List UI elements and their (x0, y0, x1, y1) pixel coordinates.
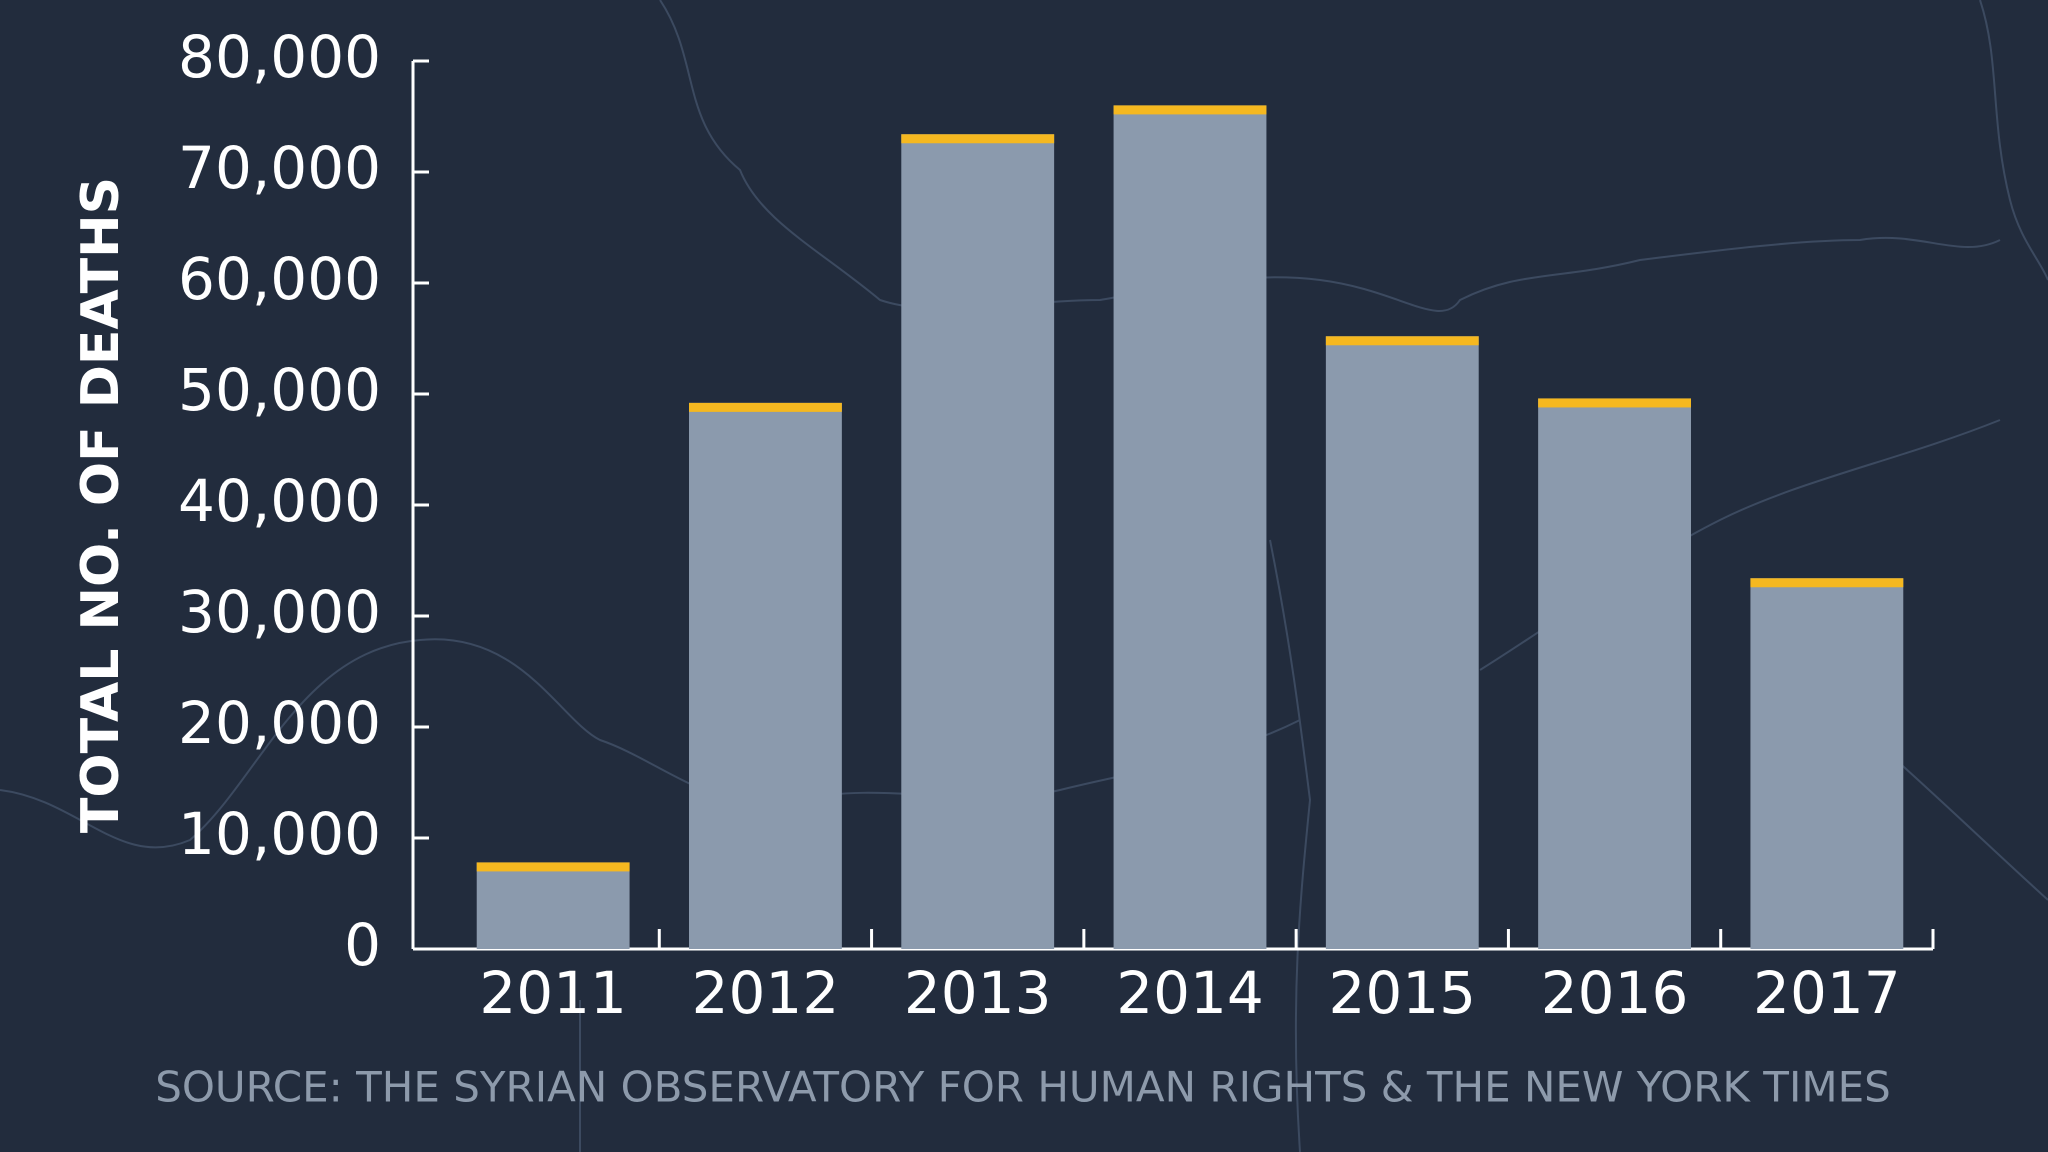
bar-cap (1113, 105, 1267, 115)
x-tick-label: 2014 (1116, 959, 1264, 1027)
bar-cap (1325, 336, 1479, 346)
y-tick-label: 50,000 (178, 356, 381, 424)
bar (689, 402, 842, 949)
bar (1325, 336, 1479, 949)
y-tick-label: 40,000 (178, 467, 381, 535)
x-tick-label: 2011 (479, 959, 627, 1027)
y-tick-label: 80,000 (178, 23, 381, 91)
y-tick-label: 70,000 (178, 134, 381, 202)
x-tick-label: 2012 (692, 959, 840, 1027)
y-tick-label: 0 (344, 911, 381, 979)
bar (1538, 398, 1691, 949)
y-axis-title: TOTAL NO. OF DEATHS (71, 177, 131, 833)
bar-cap (689, 402, 842, 412)
bar-cap (1538, 398, 1691, 408)
bar (476, 862, 630, 949)
bar-cap (476, 862, 630, 872)
y-tick-label: 10,000 (178, 800, 381, 868)
y-tick-label: 60,000 (178, 245, 381, 313)
bar (901, 134, 1055, 949)
x-tick-label: 2016 (1541, 959, 1689, 1027)
x-tick-label: 2017 (1753, 959, 1901, 1027)
source-note: SOURCE: THE SYRIAN OBSERVATORY FOR HUMAN… (155, 1063, 1891, 1112)
bar-cap (1750, 578, 1904, 588)
x-tick-label: 2013 (904, 959, 1052, 1027)
bar (1750, 578, 1904, 949)
y-tick-label: 20,000 (178, 689, 381, 757)
y-tick-label: 30,000 (178, 578, 381, 646)
bar (1113, 105, 1267, 949)
bar-cap (901, 134, 1055, 144)
x-tick-label: 2015 (1328, 959, 1476, 1027)
